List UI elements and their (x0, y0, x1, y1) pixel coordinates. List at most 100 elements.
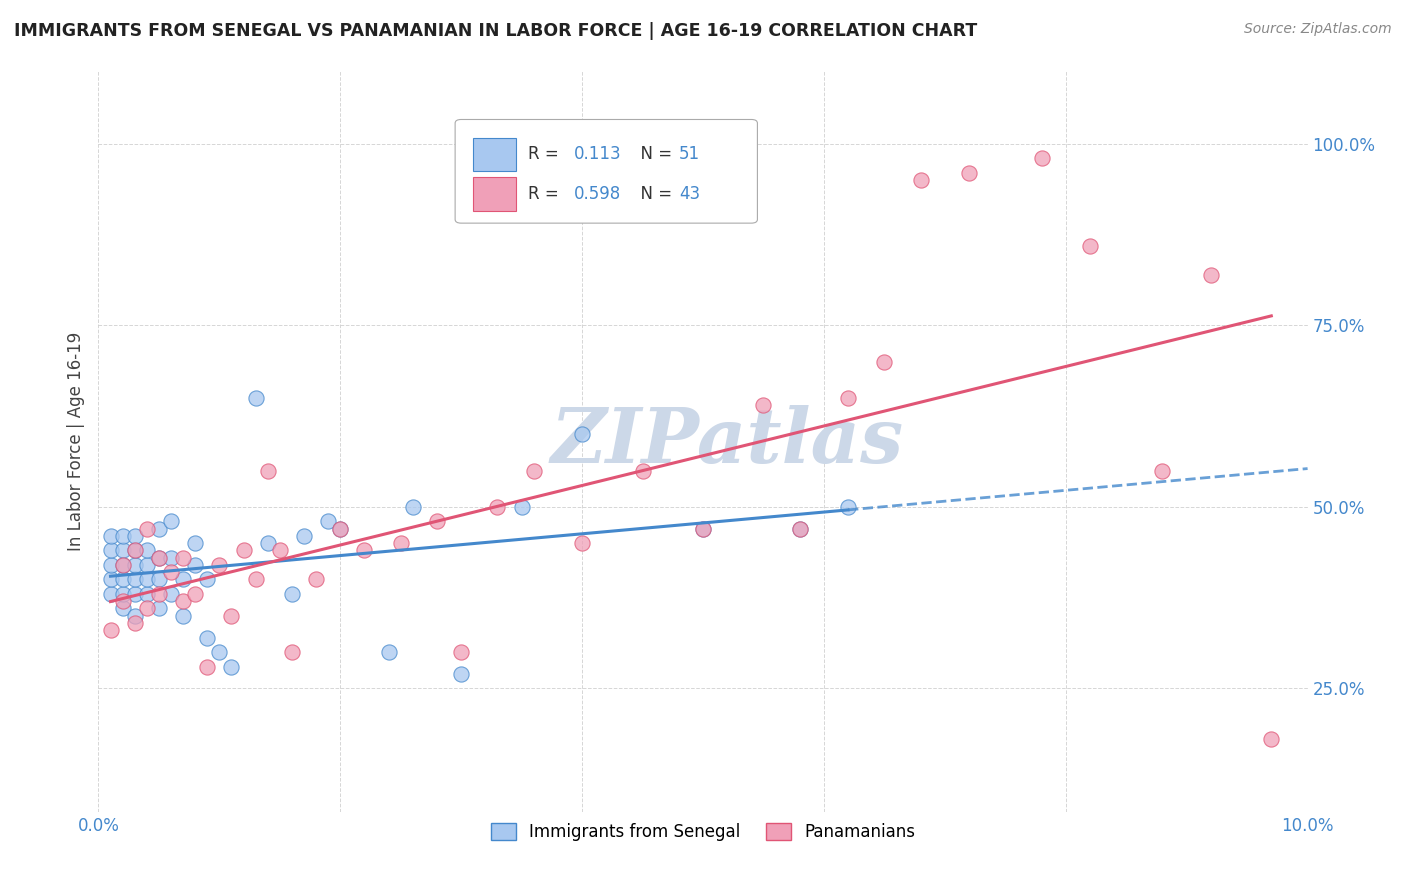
Point (316, 515, 339, 529)
Point (292, 529, 315, 543)
Text: IMMIGRANTS FROM SENEGAL VS PANAMANIAN IN LABOR FORCE | AGE 16-19 CORRELATION CHA: IMMIGRANTS FROM SENEGAL VS PANAMANIAN IN… (14, 22, 977, 40)
Point (692, 522, 714, 536)
Point (837, 500, 859, 514)
Point (208, 645, 231, 659)
Point (160, 587, 183, 601)
Point (523, 464, 546, 478)
Point (135, 601, 157, 615)
Text: ZIPatlas: ZIPatlas (551, 405, 904, 478)
Point (910, 173, 932, 187)
Point (184, 536, 207, 550)
Point (111, 558, 134, 572)
Point (148, 587, 170, 601)
Point (148, 573, 170, 587)
Point (148, 601, 170, 615)
Point (281, 645, 304, 659)
Point (135, 543, 157, 558)
Bar (474, 178, 516, 211)
Point (208, 558, 231, 572)
Point (1031, 152, 1053, 166)
Point (1152, 464, 1174, 478)
Point (389, 536, 412, 550)
Point (329, 522, 352, 536)
Point (172, 594, 194, 608)
Point (172, 608, 194, 623)
Bar (474, 138, 516, 171)
Point (124, 543, 146, 558)
Point (837, 391, 859, 405)
Point (135, 558, 157, 572)
Point (256, 464, 278, 478)
Point (124, 573, 146, 587)
Point (1199, 268, 1222, 282)
Point (135, 573, 157, 587)
Point (160, 550, 183, 565)
Point (195, 659, 218, 673)
Point (124, 608, 146, 623)
Point (450, 666, 472, 681)
Point (160, 515, 183, 529)
Point (148, 550, 170, 565)
Point (100, 558, 122, 572)
Point (195, 631, 218, 645)
Point (148, 522, 170, 536)
Text: R =: R = (527, 145, 564, 163)
Point (160, 565, 183, 579)
Point (789, 522, 811, 536)
Text: 0.598: 0.598 (574, 185, 621, 202)
Point (269, 543, 291, 558)
Point (752, 398, 775, 412)
Point (135, 522, 157, 536)
Point (221, 659, 243, 673)
Y-axis label: In Labor Force | Age 16-19: In Labor Force | Age 16-19 (66, 332, 84, 551)
Point (100, 587, 122, 601)
Point (402, 500, 425, 514)
Point (135, 587, 157, 601)
Point (100, 529, 122, 543)
Point (571, 536, 593, 550)
Point (957, 166, 980, 180)
Point (486, 500, 509, 514)
Text: R =: R = (527, 185, 564, 202)
Point (789, 522, 811, 536)
Point (631, 464, 654, 478)
Point (111, 594, 134, 608)
Point (353, 543, 375, 558)
Point (873, 354, 896, 368)
Point (184, 558, 207, 572)
Point (510, 500, 533, 514)
Point (305, 573, 328, 587)
Legend: Immigrants from Senegal, Panamanians: Immigrants from Senegal, Panamanians (485, 816, 921, 847)
Point (124, 529, 146, 543)
Point (100, 573, 122, 587)
Point (172, 573, 194, 587)
Point (100, 624, 122, 638)
Point (256, 536, 278, 550)
Point (450, 645, 472, 659)
Text: Source: ZipAtlas.com: Source: ZipAtlas.com (1244, 22, 1392, 37)
Point (124, 587, 146, 601)
Point (1260, 732, 1282, 747)
Point (100, 543, 122, 558)
Point (195, 573, 218, 587)
Point (111, 587, 134, 601)
Text: N =: N = (630, 185, 678, 202)
Text: 43: 43 (679, 185, 700, 202)
Text: 51: 51 (679, 145, 700, 163)
Point (245, 573, 267, 587)
Point (111, 543, 134, 558)
Point (111, 573, 134, 587)
Point (377, 645, 399, 659)
Point (148, 550, 170, 565)
Point (329, 522, 352, 536)
Point (232, 543, 254, 558)
Point (111, 558, 134, 572)
Point (111, 529, 134, 543)
Point (571, 427, 593, 442)
Point (111, 601, 134, 615)
Point (281, 587, 304, 601)
Point (245, 391, 267, 405)
Point (124, 543, 146, 558)
Point (124, 558, 146, 572)
Text: 0.113: 0.113 (574, 145, 621, 163)
